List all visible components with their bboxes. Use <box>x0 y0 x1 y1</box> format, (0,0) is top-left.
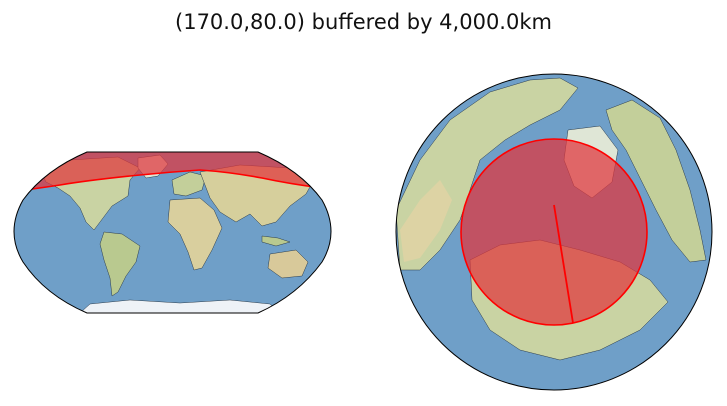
africa <box>167 197 223 271</box>
polar-landmasses <box>396 77 707 361</box>
global-map-outline <box>13 151 332 314</box>
polar-map <box>395 73 713 391</box>
dateline-segment <box>553 204 574 324</box>
polar-map-outline <box>395 73 713 391</box>
central-asia <box>400 180 452 262</box>
europe <box>171 171 207 197</box>
scandinavia <box>605 99 707 263</box>
australia <box>267 249 309 279</box>
indonesia <box>261 235 291 247</box>
global-map <box>13 151 332 314</box>
south-america <box>99 231 141 297</box>
new-zealand <box>313 275 323 289</box>
global-landmasses <box>14 152 331 313</box>
figure-title: (170.0,80.0) buffered by 4,000.0km <box>175 10 552 34</box>
polar-buffer-area <box>460 138 648 326</box>
